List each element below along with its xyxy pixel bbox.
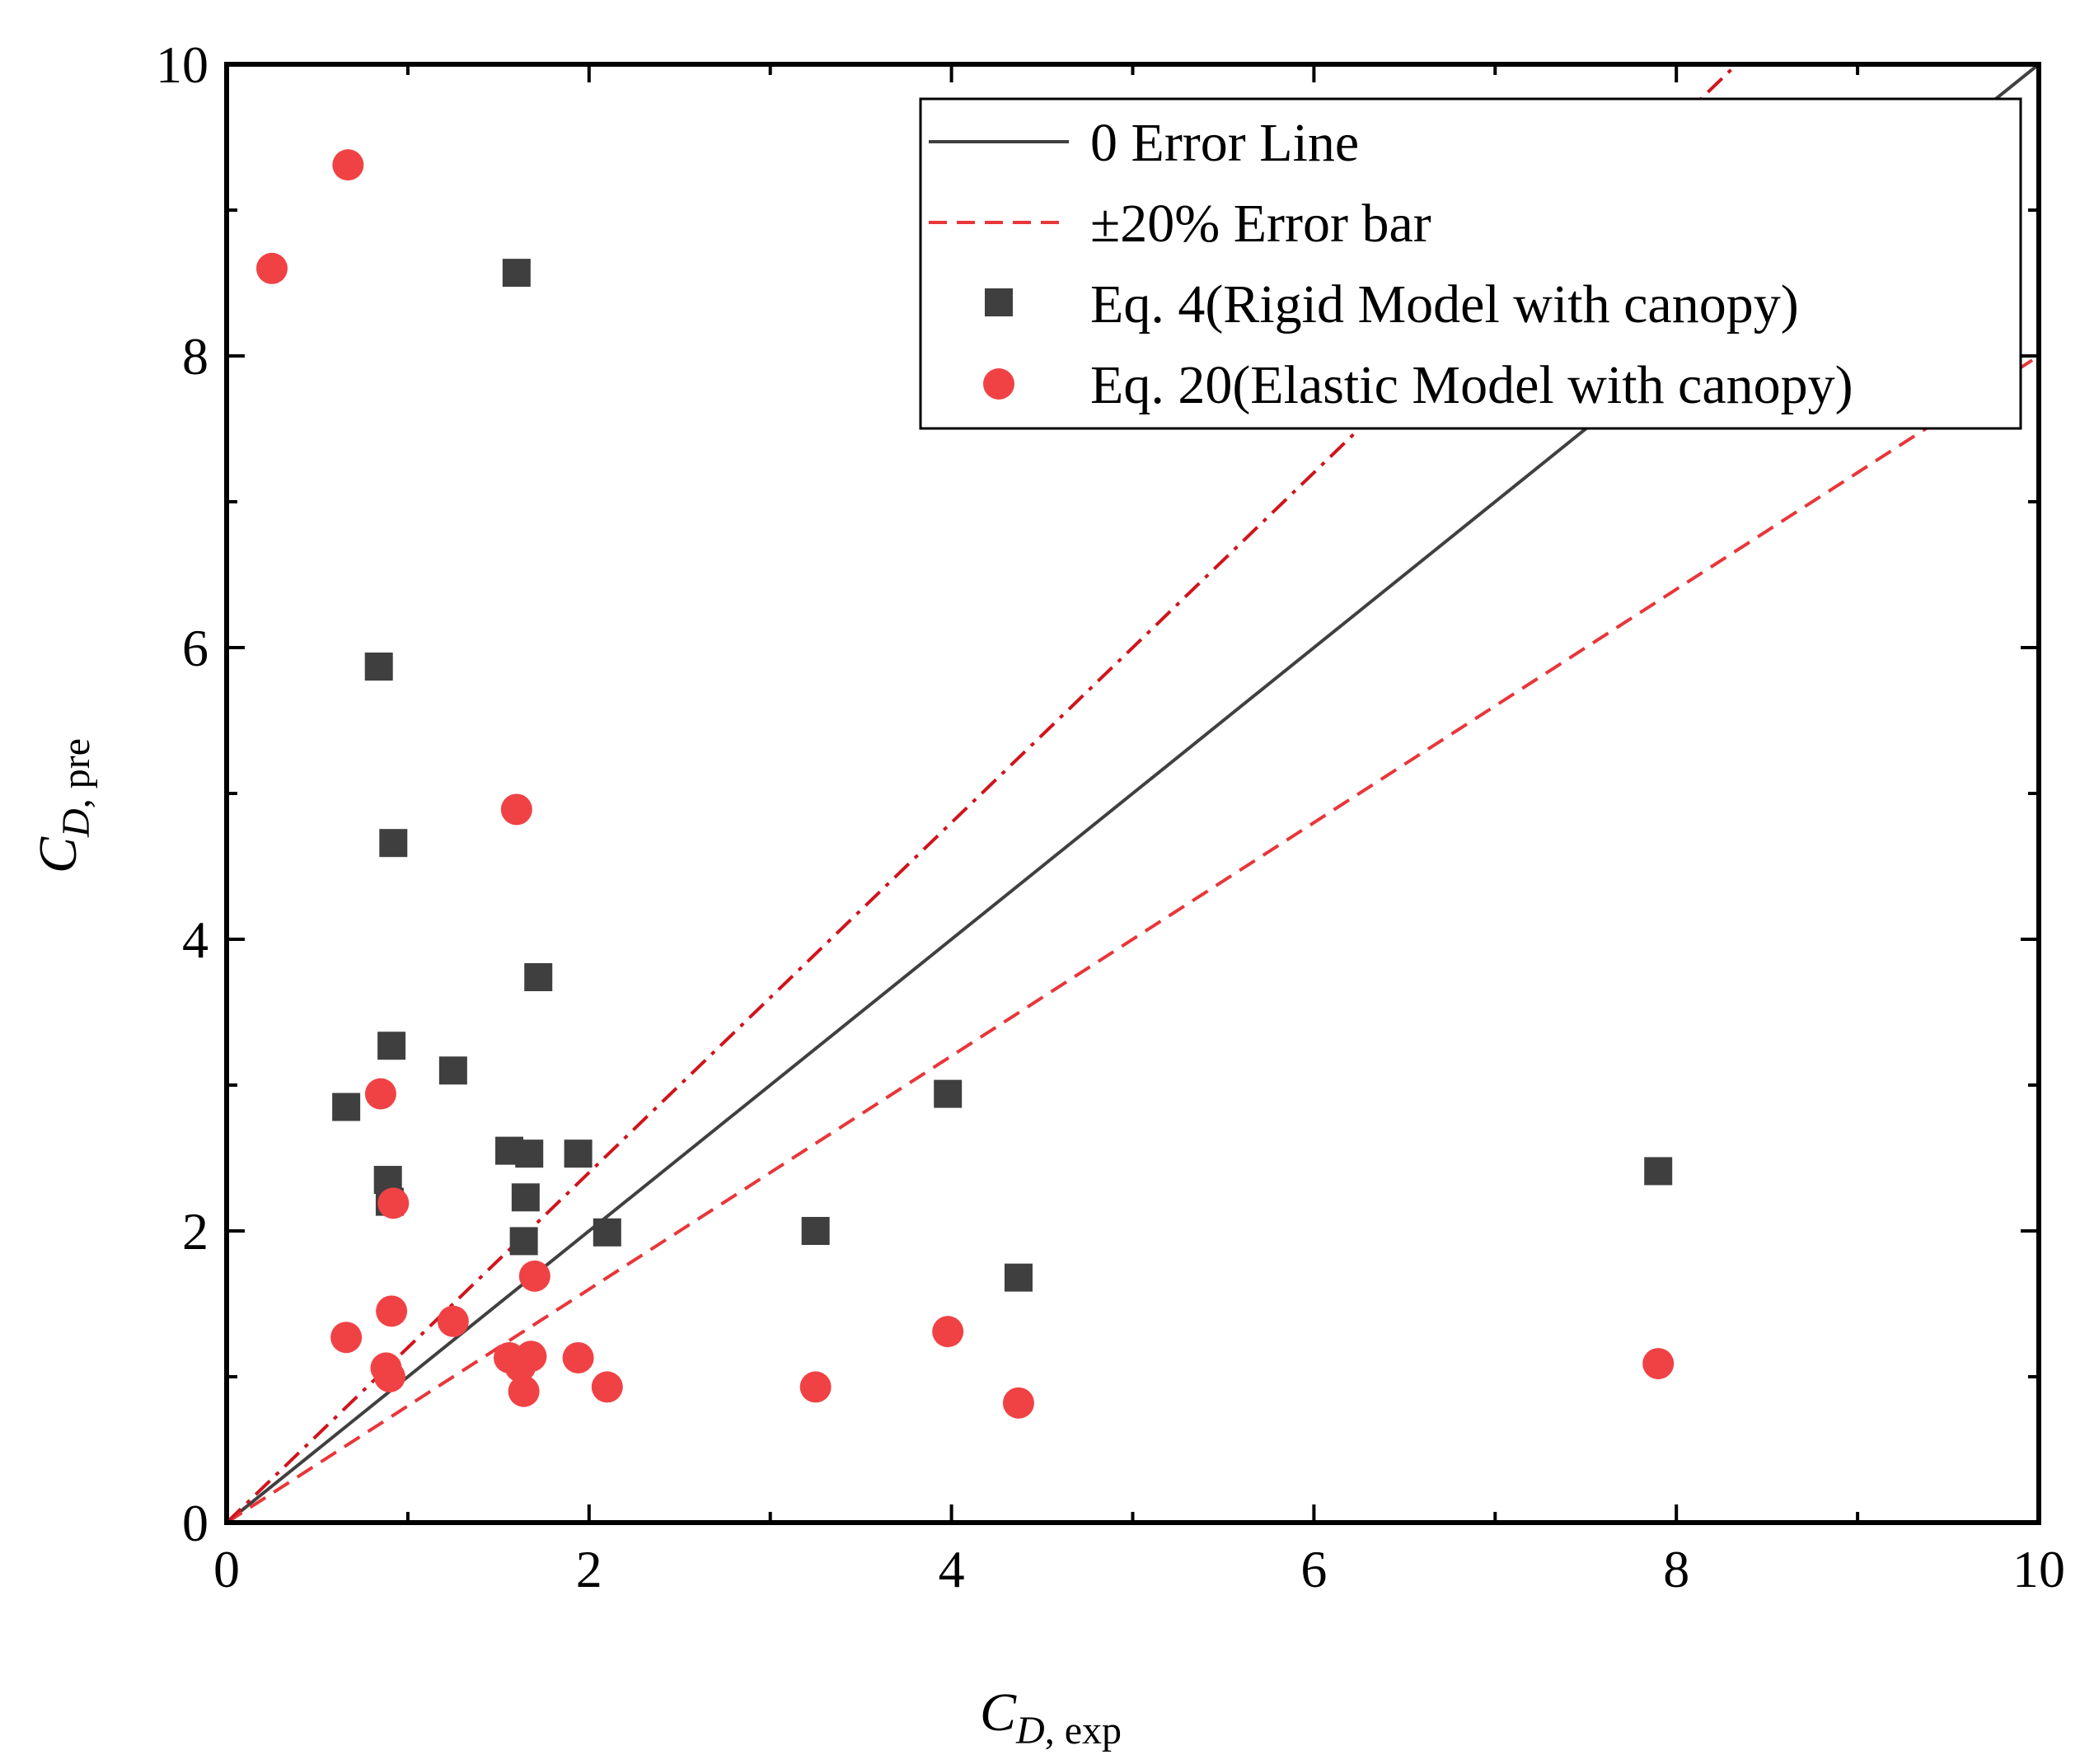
tick-labels: 0 2 4 6 8 10 0 2 4 6 8 10 (156, 35, 2065, 1598)
x-tick-label: 8 (1663, 1540, 1689, 1598)
elastic-model-point (376, 1295, 408, 1327)
elastic-model-point (518, 1260, 550, 1292)
rigid-model-point (332, 1093, 361, 1121)
rigid-model-point (509, 1227, 538, 1256)
rigid-model-point (515, 1139, 544, 1168)
elastic-model-point (377, 1187, 410, 1219)
legend-error-bar-label: ±20% Error bar (1090, 194, 1431, 254)
elastic-model-point (508, 1375, 540, 1407)
x-tick-label: 0 (213, 1540, 240, 1598)
rigid-model-point (1644, 1157, 1673, 1186)
rigid-model-point (377, 1032, 406, 1060)
elastic-model-point (932, 1316, 964, 1348)
rigid-model-point (1004, 1263, 1033, 1292)
rigid-model-point (438, 1056, 467, 1085)
y-tick-label: 10 (156, 35, 208, 94)
rigid-model-point (511, 1183, 540, 1212)
rigid-model-point (524, 963, 553, 992)
y-tick-label: 2 (182, 1202, 208, 1261)
x-tick-label: 10 (2012, 1540, 2065, 1598)
data-points (255, 149, 1675, 1419)
legend-elastic-marker (983, 368, 1014, 400)
elastic-model-point (1642, 1348, 1675, 1380)
x-axis-title: CD, exp (980, 1682, 1122, 1752)
y-axis-title: CD, pre (28, 738, 98, 873)
y-tick-label: 8 (182, 327, 208, 386)
elastic-model-point (255, 252, 288, 284)
rigid-model-point (564, 1139, 593, 1168)
x-tick-label: 2 (576, 1540, 602, 1598)
elastic-model-point (515, 1341, 547, 1373)
elastic-model-point (364, 1078, 396, 1110)
y-tick-label: 4 (182, 910, 208, 969)
plot-frame (224, 62, 2041, 1525)
rigid-model-point (593, 1218, 621, 1247)
elastic-model-point (562, 1341, 594, 1373)
rigid-model-point (364, 653, 393, 681)
rigid-model-point (801, 1217, 830, 1245)
elastic-model-point (591, 1371, 623, 1403)
x-tick-label: 6 (1300, 1540, 1327, 1598)
x-tick-label: 4 (939, 1540, 965, 1598)
legend-rigid-label: Eq. 4(Rigid Model with canopy) (1090, 274, 1799, 335)
legend-rigid-marker (985, 288, 1013, 316)
rigid-model-point (502, 259, 531, 288)
rigid-model-point (934, 1079, 963, 1108)
legend: 0 Error Line ±20% Error bar Eq. 4(Rigid … (919, 97, 2022, 430)
elastic-model-point (1002, 1387, 1034, 1419)
elastic-model-point (437, 1305, 469, 1337)
legend-zero-line-label: 0 Error Line (1090, 113, 1359, 173)
legend-elastic-label: Eq. 20(Elastic Model with canopy) (1090, 355, 1853, 415)
reference-line-1 (227, 354, 2039, 1523)
elastic-model-point (799, 1371, 832, 1403)
elastic-model-point (332, 149, 364, 181)
rigid-model-point (379, 829, 408, 858)
legend-box (919, 97, 2022, 430)
elastic-model-point (373, 1361, 405, 1392)
elastic-model-point (330, 1322, 363, 1354)
y-tick-label: 0 (182, 1494, 208, 1552)
elastic-model-point (500, 793, 532, 826)
y-tick-label: 6 (182, 619, 208, 677)
